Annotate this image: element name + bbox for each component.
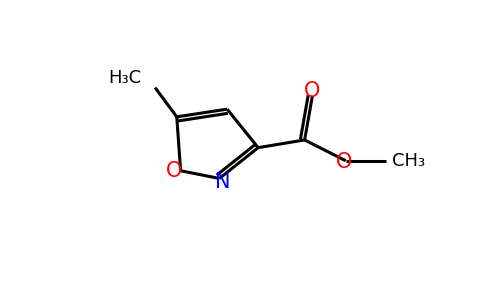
- Text: O: O: [336, 152, 352, 172]
- Text: CH₃: CH₃: [392, 152, 425, 170]
- Text: H₃C: H₃C: [109, 69, 142, 87]
- Text: N: N: [215, 172, 231, 191]
- Text: O: O: [166, 161, 182, 181]
- Text: O: O: [304, 81, 320, 101]
